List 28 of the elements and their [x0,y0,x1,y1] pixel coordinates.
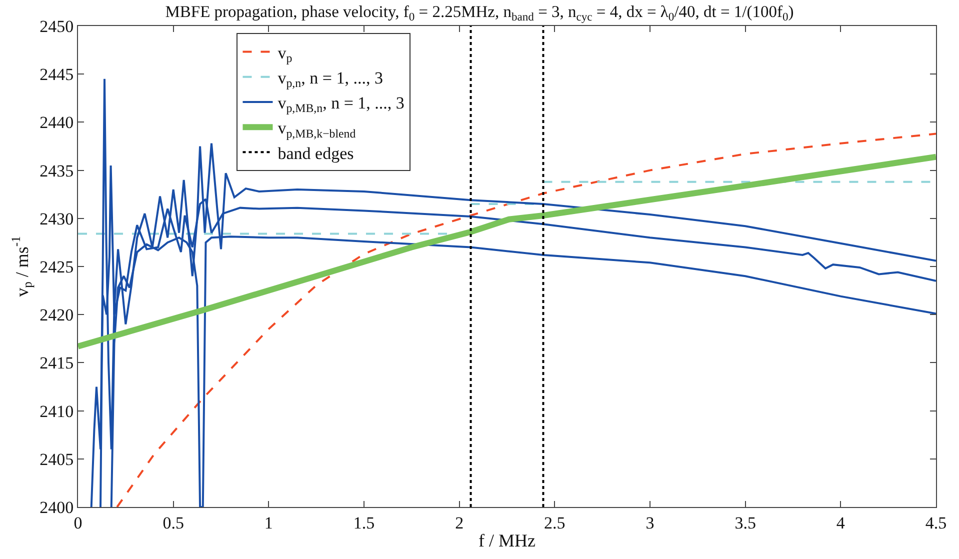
y-tick-label: 2410 [40,402,74,421]
y-tick-label: 2445 [40,65,74,84]
legend-label: v$_{p,MB,n}$, n = 1, ..., 3 [278,94,404,116]
legend-label: band edges [278,144,354,163]
x-tick-label: 4 [836,513,846,532]
legend-label: v$_{p}$ [278,43,292,65]
x-tick-label: 2.5 [544,513,566,532]
x-tick-label: 1.5 [353,513,375,532]
x-tick-label: 1 [264,513,273,532]
x-tick-label: 0 [74,513,82,532]
y-tick-label: 2420 [40,306,74,325]
x-axis-title: f / MHz [478,530,536,550]
legend-label: v$_{p,MB,k−blend}$ [278,118,356,140]
y-tick-label: 2435 [40,161,74,180]
x-tick-label: 3 [646,513,654,532]
y-tick-label: 2430 [40,209,74,228]
x-tick-label: 3.5 [734,513,756,532]
x-tick-label: 2 [455,513,464,532]
x-tick-label: 0.5 [162,513,184,532]
y-tick-label: 2405 [40,450,74,469]
y-tick-label: 2400 [40,498,74,517]
y-tick-label: 2415 [40,354,74,373]
y-tick-label: 2425 [40,257,74,276]
legend-label: v$_{p,n}$, n = 1, ..., 3 [278,68,383,90]
y-tick-label: 2450 [40,16,74,36]
chart-title: MBFE propagation, phase velocity, f$_{0}$ = 2.25MHz, n$_{band}$ = 3, n$_{cyc}$ = 4, dx = λ$_{0}$/40, dt = 1/(100f$_{0}$) [165,2,794,24]
y-tick-label: 2440 [40,113,74,132]
x-tick-label: 4.5 [925,513,947,532]
